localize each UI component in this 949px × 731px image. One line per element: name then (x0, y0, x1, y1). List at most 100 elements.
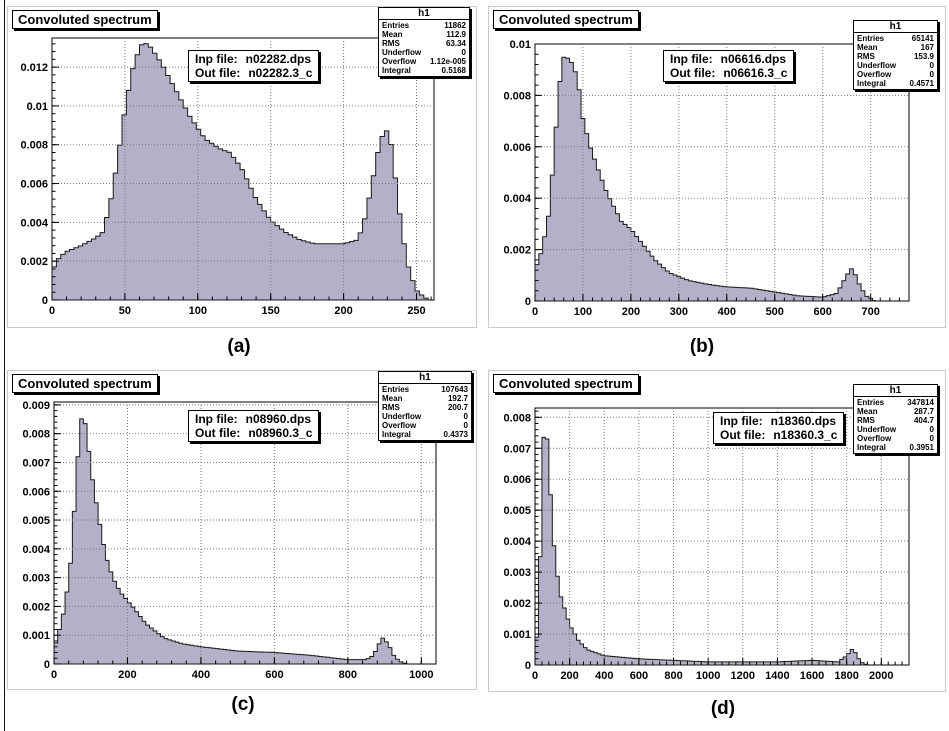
chart-c-xtick-label: 0 (51, 669, 57, 681)
stats-a-row: Overflow 1.12e-005 (379, 57, 469, 66)
stats-d-row: Mean 287.7 (854, 407, 937, 416)
stats-c-value: 192.7 (447, 394, 468, 403)
chart-c-xtick-label: 600 (265, 669, 283, 681)
stats-d-key: RMS (857, 416, 875, 425)
stats-a-name: h1 (379, 8, 469, 20)
stats-a-value: 11862 (444, 21, 466, 30)
chart-d-xtick-label: 1400 (765, 670, 789, 682)
stats-c-key: RMS (382, 403, 400, 412)
chart-d-ytick-label: 0.007 (503, 443, 531, 455)
stats-c-key: Mean (382, 394, 403, 403)
chart-b-ytick-label: 0.006 (503, 142, 531, 154)
stats-c-value: 107643 (441, 385, 468, 394)
stats-a-row: Integral 0.5168 (379, 66, 469, 75)
chart-d-xtick-label: 1800 (834, 670, 858, 682)
chart-b-xtick-label: 100 (574, 306, 592, 318)
chart-d-xtick-label: 1200 (731, 670, 755, 682)
stats-b-value: 153.9 (913, 52, 934, 61)
stats-d-value: 287.7 (913, 407, 934, 416)
chart-a-ytick-label: 0.01 (27, 101, 48, 113)
chart-c-title: Convoluted spectrum (12, 374, 158, 393)
chart-d-ytick-label: 0.005 (503, 505, 531, 517)
chart-a-xtick-label: 100 (189, 305, 207, 317)
chart-d-ytick-label: 0.008 (503, 412, 531, 424)
chart-b-files-box: Inp file: n06616.dps Out file: n06616.3_c (663, 50, 795, 82)
chart-a-title: Convoluted spectrum (12, 10, 158, 29)
chart-b-xtick-label: 200 (622, 306, 640, 318)
chart-a-xtick-label: 0 (49, 305, 55, 317)
stats-a-row: Underflow 0 (379, 48, 469, 57)
chart-c-xtick-label: 200 (118, 669, 136, 681)
chart-b-ytick-label: 0.002 (503, 245, 531, 257)
stats-a-key: Mean (382, 30, 403, 39)
stats-d-key: Underflow (857, 425, 897, 434)
chart-d-xtick-label: 2000 (869, 670, 893, 682)
chart-c-ytick-label: 0.003 (22, 573, 50, 585)
chart-d-ytick-label: 0 (525, 660, 531, 672)
chart-d-xtick-label: 0 (532, 670, 538, 682)
chart-b-xtick-label: 300 (670, 306, 688, 318)
chart-a-stats-box: h1 Entries 11862 Mean 112.9 RMS 63.34 Underflo… (378, 7, 470, 77)
stats-b-value: 0.4571 (909, 79, 934, 88)
files-d-out-label: Out file: (720, 428, 766, 442)
stats-b-key: Integral (857, 79, 886, 88)
chart-d-ytick-label: 0.006 (503, 474, 531, 486)
stats-b-key: Overflow (857, 70, 892, 79)
stats-a-key: Entries (382, 21, 410, 30)
stats-a-value: 112.9 (446, 30, 466, 39)
stats-c-row: Integral 0.4373 (379, 430, 471, 439)
chart-d-xtick-label: 800 (664, 670, 682, 682)
files-a-inp-label: Inp file: (195, 52, 238, 66)
stats-d-row: Entries 347814 (854, 398, 937, 407)
chart-panel-a: 0 50 100 150 200 250 0 0.002 0.004 0.006 0.008 0.01… (7, 6, 477, 328)
files-d-inp-label: Inp file: (720, 414, 763, 428)
chart-d-histogram (534, 436, 868, 666)
chart-b-title: Convoluted spectrum (493, 10, 639, 29)
stats-d-value: 347814 (907, 398, 934, 407)
chart-a-files-box: Inp file: n02282.dps Out file: n02282.3_c (188, 50, 320, 82)
chart-b-xtick-label: 0 (532, 306, 538, 318)
chart-d-files-box: Inp file: n18360.dps Out file: n18360.3_c (713, 412, 845, 444)
files-c-inp-value: n08960.dps (245, 412, 312, 426)
chart-c-ytick-label: 0.005 (22, 515, 50, 527)
stats-b-row: Underflow 0 (854, 61, 937, 70)
chart-b-ytick-label: 0.01 (510, 39, 531, 51)
stats-a-row: Mean 112.9 (379, 30, 469, 39)
chart-d-xtick-label: 1000 (696, 670, 720, 682)
stats-a-row: RMS 63.34 (379, 39, 469, 48)
stats-d-row: Overflow 0 (854, 434, 937, 443)
chart-b-xtick-label: 600 (814, 306, 832, 318)
chart-c-files-box: Inp file: n08960.dps Out file: n08960.3_c (188, 410, 320, 442)
figure-frame-line (4, 0, 5, 731)
caption-c: (c) (231, 694, 255, 715)
stats-a-key: Overflow (382, 57, 417, 66)
stats-d-key: Entries (857, 398, 885, 407)
files-b-inp-value: n06616.dps (720, 52, 787, 66)
chart-a-ytick-label: 0 (42, 295, 48, 307)
files-c-out-value: n08960.3_c (248, 426, 313, 440)
stats-d-key: Mean (857, 407, 878, 416)
chart-d-ytick-label: 0.004 (503, 536, 531, 548)
chart-c-histogram (53, 418, 408, 665)
chart-b-stats-box: h1 Entries 65141 Mean 167 RMS 153.9 Underflow 0… (853, 20, 938, 90)
stats-b-name: h1 (854, 21, 937, 33)
chart-d-xtick-label: 400 (595, 670, 613, 682)
files-a-inp-value: n02282.dps (245, 52, 312, 66)
chart-a-ytick-label: 0.004 (20, 217, 48, 229)
chart-panel-c: 0 200 400 600 800 1000 0 0.001 0.002 0.003 0.004 0.… (7, 370, 477, 690)
stats-b-row: Entries 65141 (854, 34, 937, 43)
stats-b-row: Integral 0.4571 (854, 79, 937, 88)
chart-panel-b: 0 100 200 300 400 500 600 700 0 0.002 0.004 0.006 0.… (488, 6, 946, 328)
stats-b-key: RMS (857, 52, 875, 61)
files-b-out-value: n06616.3_c (723, 66, 788, 80)
chart-d-xtick-label: 600 (630, 670, 648, 682)
stats-a-value: 1.12e-005 (429, 57, 466, 66)
stats-c-value: 0 (463, 421, 468, 430)
stats-b-row: RMS 153.9 (854, 52, 937, 61)
stats-c-row: Overflow 0 (379, 421, 471, 430)
chart-c-ytick-label: 0.001 (22, 630, 50, 642)
stats-b-key: Underflow (857, 61, 897, 70)
stats-c-row: Underflow 0 (379, 412, 471, 421)
chart-c-ytick-label: 0.006 (22, 486, 50, 498)
stats-c-name: h1 (379, 372, 471, 384)
